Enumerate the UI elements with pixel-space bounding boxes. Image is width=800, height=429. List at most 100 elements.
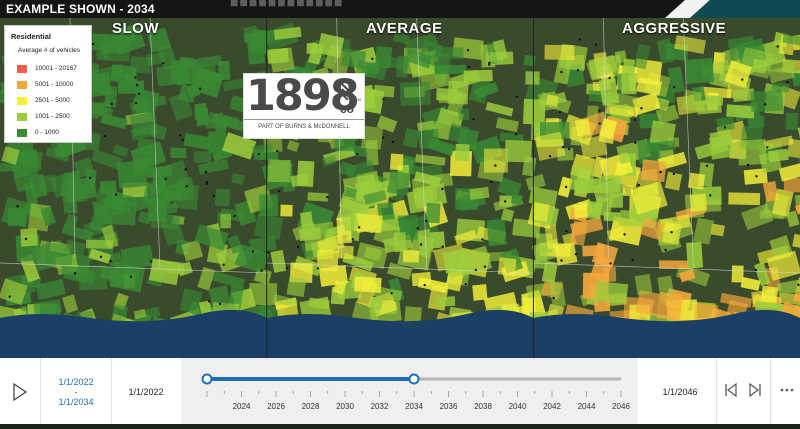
station-point [516, 96, 518, 98]
legend-swatch [17, 97, 27, 105]
map-legend: Residential Average # of vehicles 10001 … [4, 25, 92, 143]
map-region [487, 219, 507, 246]
station-point [467, 49, 469, 51]
map-canvas[interactable] [0, 18, 800, 358]
next-button[interactable] [746, 380, 764, 400]
station-point [764, 103, 766, 105]
station-point [724, 126, 726, 128]
station-point [111, 103, 113, 105]
station-point [670, 231, 672, 233]
slider-tick-label: 2028 [302, 402, 320, 411]
station-point [25, 238, 27, 240]
station-point [179, 134, 181, 136]
station-point [797, 284, 799, 286]
station-point [709, 194, 711, 196]
station-point [205, 171, 207, 173]
legend-item: 0 - 1000 [17, 128, 91, 138]
station-point [392, 141, 394, 143]
legend-item: 10001 - 20167 [17, 64, 91, 74]
map-region [103, 199, 136, 226]
legend-item: 2501 - 5000 [17, 96, 91, 106]
station-point [484, 266, 486, 268]
station-point [252, 250, 254, 252]
map-region [728, 192, 760, 205]
station-point [741, 78, 743, 80]
map-region [287, 276, 307, 297]
slider-tick-label: 2042 [543, 402, 561, 411]
station-point [755, 269, 757, 271]
station-point [747, 164, 749, 166]
play-button[interactable] [0, 358, 41, 424]
legend-swatch [17, 129, 27, 137]
map-area[interactable] [0, 18, 800, 358]
legend-swatch [17, 65, 27, 73]
station-point [595, 43, 597, 45]
slider-start-thumb[interactable] [203, 375, 212, 384]
map-region [268, 160, 291, 183]
map-region [280, 205, 292, 217]
map-region [635, 274, 653, 295]
map-region [435, 65, 466, 75]
slider-tick-label: 2032 [371, 402, 389, 411]
more-options-button[interactable] [778, 380, 796, 400]
station-point [475, 269, 477, 271]
slider-tick-label: 2024 [233, 402, 251, 411]
map-region [641, 159, 667, 182]
station-point [755, 175, 757, 177]
map-region [374, 85, 395, 98]
map-region [533, 203, 550, 222]
slider-tick-label: 2040 [509, 402, 527, 411]
map-region [436, 296, 456, 306]
station-point [356, 153, 358, 155]
station-point [640, 107, 642, 109]
divider [770, 358, 771, 424]
station-point [575, 253, 577, 255]
map-region [525, 71, 539, 84]
station-point [562, 146, 564, 148]
play-icon [0, 358, 40, 424]
station-point [92, 43, 94, 45]
station-point [609, 262, 611, 264]
station-point [219, 303, 221, 305]
station-point [424, 284, 426, 286]
map-region [299, 227, 321, 241]
map-region [472, 284, 487, 301]
station-point [786, 81, 788, 83]
slider-tick-label: 2036 [440, 402, 458, 411]
time-range-display[interactable]: 1/1/2022 - 1/1/2034 [41, 358, 112, 424]
map-region [690, 194, 707, 212]
station-point [673, 86, 675, 88]
range-start: 1/1/2022 [41, 377, 111, 387]
legend-item: 5001 - 10000 [17, 80, 91, 90]
station-point [481, 238, 483, 240]
slider-tick-label: 2046 [612, 402, 630, 411]
map-region [682, 90, 702, 112]
corner-decoration [640, 0, 800, 18]
divider [716, 358, 717, 424]
station-point [136, 84, 138, 86]
map-region [215, 188, 231, 206]
station-point [233, 215, 235, 217]
station-point [326, 196, 328, 198]
station-point [568, 148, 570, 150]
station-point [258, 153, 260, 155]
map-region [569, 165, 595, 192]
map-region [403, 250, 419, 262]
map-region [595, 281, 629, 304]
station-point [468, 66, 470, 68]
logo-suffix: co [340, 102, 354, 116]
top-bar: EXAMPLE SHOWN - 2034 ■■■■■■■■■■■■ [0, 0, 800, 18]
station-point [9, 295, 11, 297]
station-point [181, 139, 183, 141]
station-point [560, 71, 562, 73]
station-point [631, 259, 633, 261]
station-point [110, 260, 112, 262]
slider-end-thumb[interactable] [410, 375, 419, 384]
station-point [488, 63, 490, 65]
previous-button[interactable] [722, 380, 740, 400]
station-point [100, 256, 102, 258]
map-region [269, 47, 295, 72]
station-point [634, 119, 636, 121]
